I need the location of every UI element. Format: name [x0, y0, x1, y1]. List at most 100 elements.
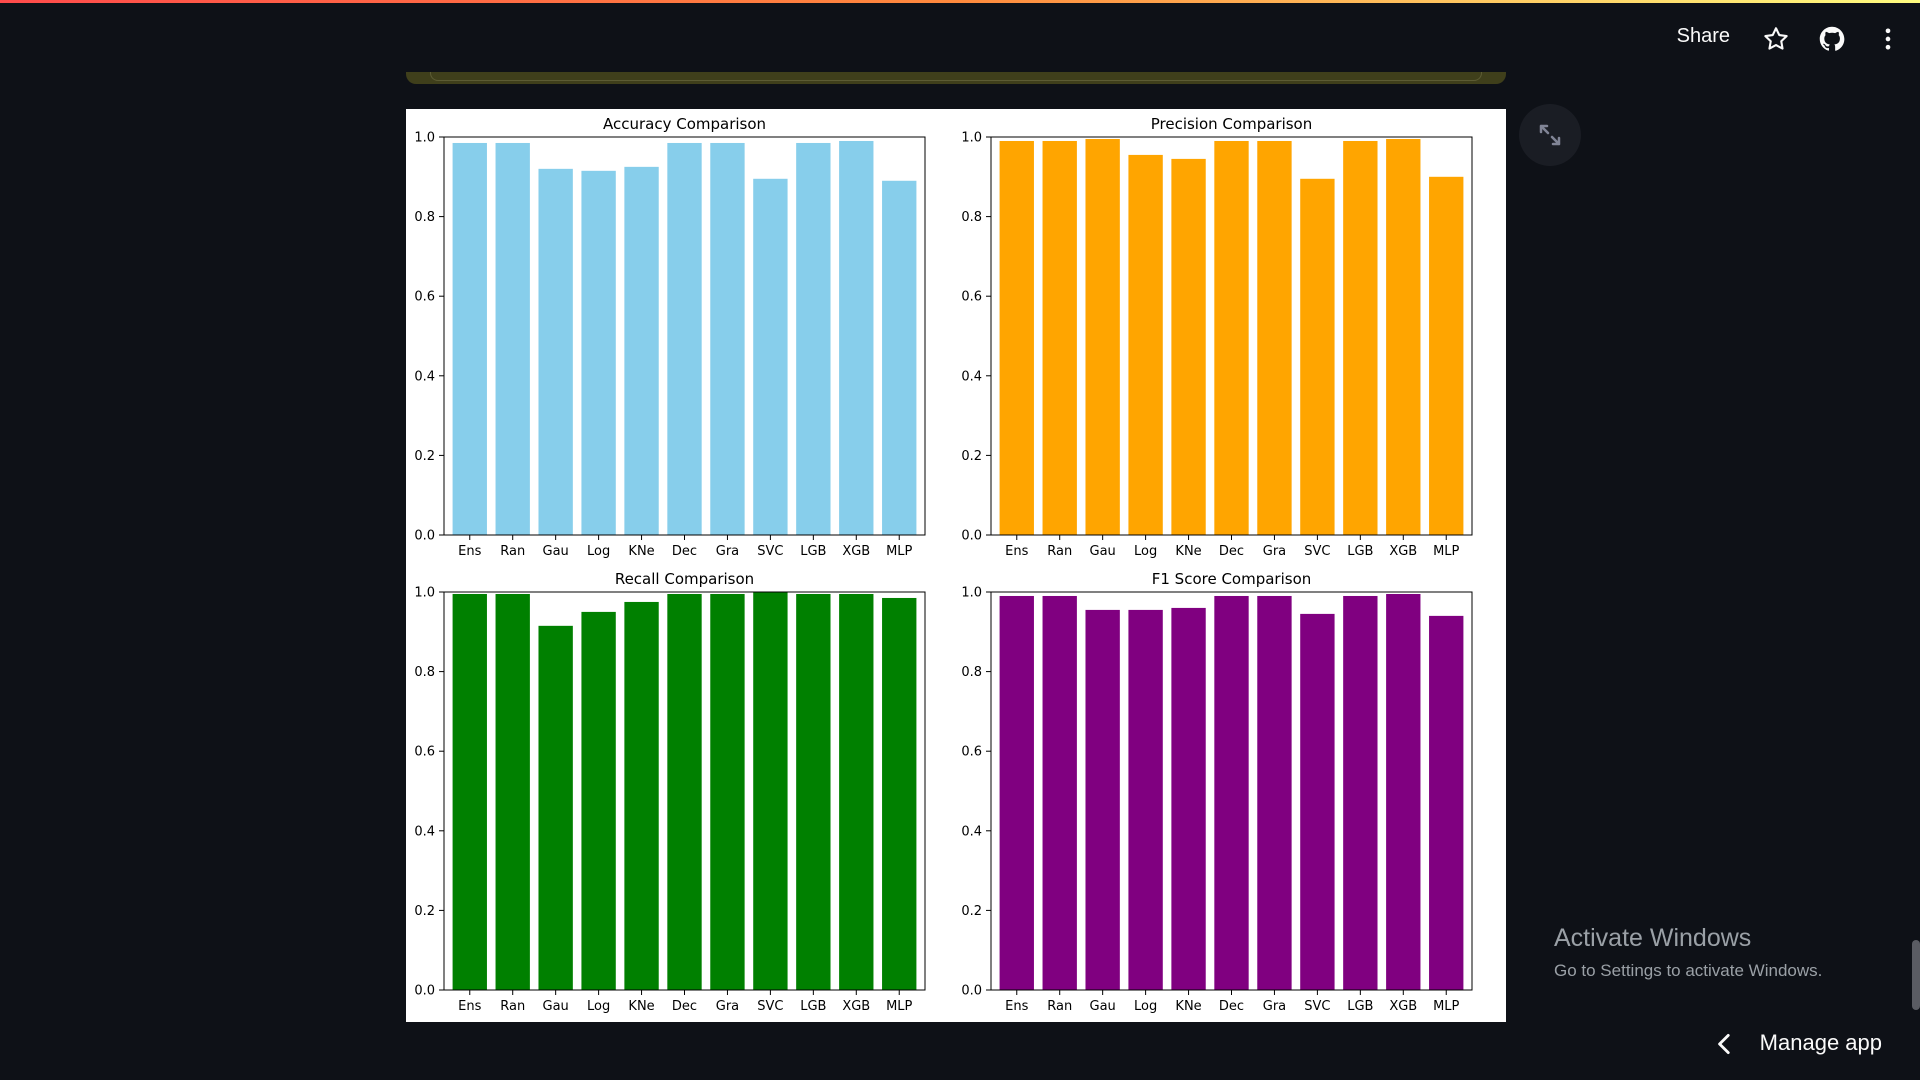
bar-LGB [796, 142, 831, 535]
bar-Gra [710, 593, 745, 990]
x-tick-label: Ens [458, 999, 481, 1014]
x-tick-label: Ran [500, 544, 525, 559]
y-tick-label: 0.2 [961, 904, 982, 919]
chart-title: F1 Score Comparison [1152, 570, 1312, 588]
bar-SVC [753, 592, 788, 990]
y-tick-label: 0.6 [414, 290, 435, 305]
bar-Ens [452, 142, 487, 535]
x-tick-label: Gau [1090, 999, 1116, 1014]
y-tick-label: 0.2 [961, 449, 982, 464]
bar-Log [581, 611, 616, 990]
bar-Dec [1214, 595, 1249, 990]
star-icon[interactable] [1762, 25, 1790, 53]
y-tick-label: 0.8 [961, 665, 982, 680]
chevron-left-icon[interactable] [1712, 1031, 1738, 1057]
y-tick-label: 0.6 [961, 290, 982, 305]
activate-windows-subtitle: Go to Settings to activate Windows. [1554, 961, 1823, 980]
y-tick-label: 0.8 [961, 210, 982, 225]
y-tick-label: 0.0 [414, 529, 435, 544]
y-tick-label: 0.6 [961, 745, 982, 760]
bar-Gau [538, 625, 573, 990]
x-tick-label: Gau [1090, 544, 1116, 559]
bar-SVC [1300, 613, 1335, 990]
x-tick-label: SVC [1304, 544, 1330, 559]
x-tick-label: KNe [1175, 544, 1201, 559]
y-tick-label: 0.0 [961, 984, 982, 999]
chart-figure: Accuracy Comparison Ens Ran Gau Log KNe Dec Gra… [406, 109, 1506, 1022]
bar-SVC [1300, 178, 1335, 535]
x-tick-label: Gau [543, 544, 569, 559]
activate-windows-notice: Activate Windows Go to Settings to activ… [1554, 924, 1822, 981]
bar-KNe [624, 166, 659, 535]
bar-Log [581, 170, 616, 535]
activate-windows-title: Activate Windows [1554, 924, 1752, 952]
bar-MLP [1429, 615, 1464, 990]
bar-LGB [1343, 595, 1378, 990]
x-tick-label: KNe [628, 999, 654, 1014]
y-tick-label: 0.4 [961, 824, 982, 839]
scrollbar-thumb[interactable] [1912, 940, 1920, 1010]
x-tick-label: SVC [1304, 999, 1330, 1014]
x-tick-label: KNe [1175, 999, 1201, 1014]
chart-panel-1: Precision Comparison Ens Ran Gau Log KNe Dec Gr… [961, 115, 1473, 559]
bar-LGB [796, 593, 831, 990]
bar-Gra [1257, 595, 1292, 990]
x-tick-label: Log [587, 544, 610, 559]
axes-frame [443, 136, 926, 536]
x-tick-label: KNe [628, 544, 654, 559]
share-button[interactable]: Share [1676, 25, 1730, 47]
chart-panel-0: Accuracy Comparison Ens Ran Gau Log KNe Dec Gra… [414, 115, 926, 559]
chart-panel-2: Recall Comparison Ens Ran Gau Log KNe Dec Gra SV… [414, 570, 926, 1014]
y-tick-label: 0.6 [414, 745, 435, 760]
x-tick-label: Gau [543, 999, 569, 1014]
more-vertical-icon[interactable] [1874, 25, 1902, 53]
x-tick-label: LGB [800, 544, 826, 559]
y-tick-label: 1.0 [961, 131, 982, 146]
chart-panel-3: F1 Score Comparison Ens Ran Gau Log KNe Dec Gra… [961, 570, 1473, 1014]
x-tick-label: Gra [1263, 544, 1286, 559]
github-icon[interactable] [1818, 25, 1846, 53]
y-tick-label: 1.0 [414, 586, 435, 601]
bar-LGB [1343, 140, 1378, 536]
x-tick-label: Dec [1219, 999, 1244, 1014]
x-tick-label: Log [1134, 544, 1157, 559]
x-tick-label: MLP [886, 999, 912, 1014]
bar-Dec [667, 142, 702, 535]
bar-Gra [710, 142, 745, 535]
x-tick-label: Ran [1047, 544, 1072, 559]
axes-frame [990, 591, 1473, 991]
bar-XGB [1386, 593, 1421, 990]
x-tick-label: Dec [1219, 544, 1244, 559]
x-tick-label: Ens [1005, 544, 1028, 559]
fullscreen-button[interactable] [1519, 104, 1581, 166]
y-tick-label: 0.0 [961, 529, 982, 544]
x-tick-label: Gra [716, 544, 739, 559]
y-tick-label: 0.2 [414, 904, 435, 919]
bar-Ens [999, 595, 1034, 990]
bar-Dec [667, 593, 702, 990]
axes-frame [443, 591, 926, 991]
bar-Gra [1257, 140, 1292, 536]
x-tick-label: Log [587, 999, 610, 1014]
bar-MLP [1429, 176, 1464, 536]
x-tick-label: XGB [842, 544, 870, 559]
bar-Ran [1042, 595, 1077, 990]
bar-Ens [999, 140, 1034, 536]
top-decoration-bar [0, 0, 1920, 3]
y-tick-label: 0.4 [414, 824, 435, 839]
x-tick-label: MLP [1433, 999, 1459, 1014]
bar-Gau [538, 168, 573, 535]
manage-app-button[interactable]: Manage app [1759, 1030, 1882, 1055]
bar-KNe [624, 601, 659, 990]
x-tick-label: XGB [842, 999, 870, 1014]
y-tick-label: 0.8 [414, 210, 435, 225]
y-tick-label: 0.0 [414, 984, 435, 999]
x-tick-label: Ran [1047, 999, 1072, 1014]
x-tick-label: Ens [458, 544, 481, 559]
x-tick-label: SVC [757, 999, 783, 1014]
y-tick-label: 0.2 [414, 449, 435, 464]
y-tick-label: 0.4 [414, 369, 435, 384]
x-tick-label: XGB [1389, 544, 1417, 559]
bar-SVC [753, 178, 788, 535]
bar-Log [1128, 609, 1163, 990]
